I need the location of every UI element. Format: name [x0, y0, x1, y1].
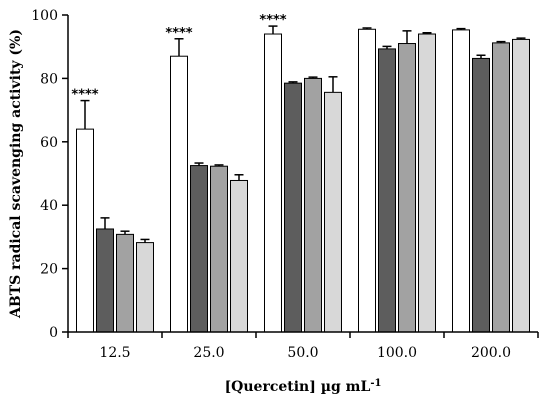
bar: [358, 28, 376, 333]
y-tick-label: 0: [49, 325, 58, 341]
y-tick-label: 20: [40, 262, 58, 278]
x-tick-label: 25.0: [193, 345, 224, 361]
significance-label: ****: [165, 26, 192, 41]
bar: [304, 77, 322, 333]
bar: [324, 91, 342, 333]
bar: [210, 165, 228, 333]
x-tick-label: 12.5: [99, 345, 130, 361]
bar: [136, 242, 154, 333]
y-tick-label: 60: [40, 135, 58, 151]
x-tick-label: 50.0: [287, 345, 318, 361]
bar: [190, 165, 208, 333]
y-axis-ticks: 0 20 40 60 80 100: [31, 8, 68, 341]
y-tick-label: 80: [40, 71, 58, 87]
bar: [398, 43, 416, 333]
y-tick-label: 100: [31, 8, 58, 24]
bar: [264, 33, 282, 333]
significance-label: ****: [259, 13, 286, 28]
bar: [96, 228, 114, 333]
bar: [418, 33, 436, 333]
bar: [512, 38, 530, 333]
significance-label: ****: [71, 88, 98, 103]
x-axis-ticks: 12.5 25.0 50.0 100.0 200.0: [67, 332, 539, 361]
x-axis-title: [Quercetin] µg mL-1: [225, 378, 382, 396]
bar: [284, 82, 302, 333]
y-axis-title: ABTS radical scavenging activity (%): [8, 29, 24, 319]
bar: [492, 42, 510, 333]
x-axis-title-main: [Quercetin] µg mL: [225, 379, 371, 395]
bar: [116, 233, 134, 333]
x-axis-title-superscript: -1: [370, 378, 381, 389]
bar: [76, 128, 94, 333]
bar: [452, 29, 470, 333]
x-tick-label: 200.0: [471, 345, 511, 361]
plot-area: **** **** ****: [71, 13, 530, 333]
y-tick-label: 40: [40, 198, 58, 214]
bar: [378, 48, 396, 333]
bar: [170, 55, 188, 333]
bar: [472, 57, 490, 333]
x-tick-label: 100.0: [377, 345, 417, 361]
bar: [230, 179, 248, 333]
